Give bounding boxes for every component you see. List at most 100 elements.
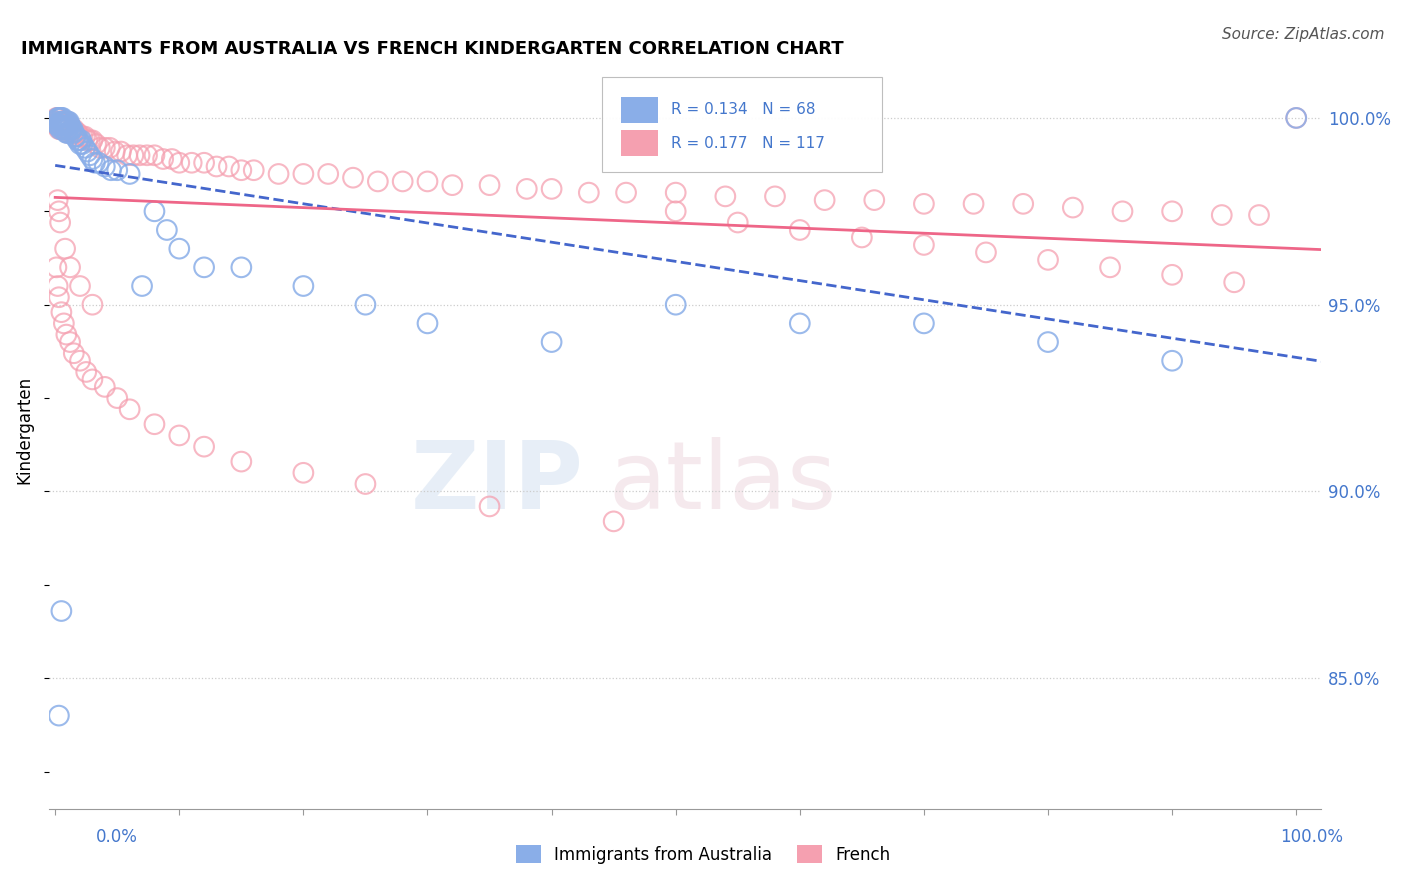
Point — [516, 182, 538, 196]
Point — [231, 163, 253, 178]
Point — [1161, 353, 1184, 368]
Point — [59, 119, 82, 133]
Point — [665, 204, 688, 219]
Point — [49, 114, 72, 128]
Point — [89, 141, 111, 155]
Point — [70, 133, 93, 147]
Point — [52, 114, 75, 128]
Point — [912, 197, 935, 211]
Point — [55, 126, 77, 140]
Point — [82, 133, 104, 147]
Point — [45, 260, 67, 275]
Point — [231, 454, 253, 468]
Point — [53, 119, 76, 133]
Point — [46, 111, 69, 125]
Point — [48, 290, 70, 304]
Point — [115, 148, 138, 162]
Point — [51, 119, 73, 133]
Point — [66, 133, 89, 147]
Point — [59, 119, 82, 133]
Point — [45, 114, 67, 128]
Point — [863, 193, 886, 207]
Point — [59, 126, 82, 140]
Point — [63, 126, 86, 140]
Point — [56, 122, 79, 136]
Point — [46, 279, 69, 293]
Point — [540, 182, 562, 196]
FancyBboxPatch shape — [621, 97, 658, 123]
Text: ZIP: ZIP — [411, 437, 583, 529]
Point — [193, 260, 215, 275]
Point — [75, 365, 97, 379]
Point — [292, 167, 315, 181]
Point — [48, 122, 70, 136]
Point — [72, 129, 94, 144]
Point — [51, 111, 73, 125]
Text: atlas: atlas — [609, 437, 837, 529]
Point — [118, 402, 141, 417]
Point — [52, 122, 75, 136]
Point — [169, 242, 191, 256]
Point — [69, 353, 91, 368]
Point — [82, 298, 104, 312]
Point — [52, 317, 75, 331]
Point — [56, 119, 79, 133]
Point — [614, 186, 637, 200]
Point — [69, 129, 91, 144]
Point — [131, 279, 153, 293]
Point — [763, 189, 786, 203]
Point — [46, 119, 69, 133]
Point — [58, 122, 80, 136]
Point — [46, 193, 69, 207]
Text: R = 0.134   N = 68: R = 0.134 N = 68 — [671, 103, 815, 118]
Point — [65, 126, 87, 140]
Point — [110, 145, 132, 159]
Point — [48, 111, 70, 125]
Point — [52, 111, 75, 125]
Point — [84, 137, 107, 152]
Point — [55, 114, 77, 128]
Point — [1036, 334, 1059, 349]
Point — [1285, 111, 1308, 125]
Point — [49, 111, 72, 125]
Point — [789, 223, 811, 237]
Point — [69, 137, 91, 152]
Point — [193, 155, 215, 169]
Point — [59, 334, 82, 349]
Point — [83, 155, 105, 169]
Point — [52, 119, 75, 133]
Point — [59, 260, 82, 275]
Point — [292, 279, 315, 293]
Point — [104, 145, 127, 159]
Point — [1036, 252, 1059, 267]
Point — [912, 238, 935, 252]
Point — [354, 298, 377, 312]
Point — [152, 152, 174, 166]
Point — [55, 327, 77, 342]
Point — [82, 372, 104, 386]
Point — [53, 114, 76, 128]
Point — [540, 334, 562, 349]
Point — [1012, 197, 1035, 211]
Point — [48, 204, 70, 219]
Point — [82, 152, 104, 166]
Point — [58, 114, 80, 128]
Point — [55, 114, 77, 128]
Point — [48, 114, 70, 128]
Point — [52, 122, 75, 136]
Point — [316, 167, 339, 181]
Point — [118, 167, 141, 181]
Point — [62, 122, 84, 136]
Point — [53, 114, 76, 128]
Point — [789, 317, 811, 331]
Point — [354, 477, 377, 491]
Point — [62, 126, 84, 140]
Point — [56, 126, 79, 140]
Point — [441, 178, 464, 193]
Point — [1247, 208, 1270, 222]
Point — [1211, 208, 1233, 222]
Point — [231, 260, 253, 275]
Point — [94, 380, 117, 394]
Point — [48, 119, 70, 133]
Point — [416, 174, 439, 188]
